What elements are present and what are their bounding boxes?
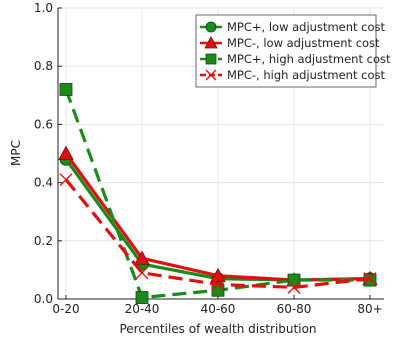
data-point bbox=[59, 83, 73, 96]
data-point bbox=[210, 267, 226, 283]
data-point bbox=[134, 250, 150, 265]
legend-item: MPC+, high adjustment cost bbox=[200, 52, 391, 66]
data-point-stroke bbox=[59, 173, 73, 187]
legend-item: MPC-, high adjustment cost bbox=[200, 68, 385, 82]
data-point-stroke bbox=[211, 277, 225, 291]
legend-label: MPC+, low adjustment cost bbox=[227, 20, 386, 34]
y-tick-label: 0.6 bbox=[34, 117, 53, 131]
y-tick-label: 0.4 bbox=[34, 176, 53, 190]
legend-item: MPC+, low adjustment cost bbox=[200, 20, 386, 34]
y-tick-label: 0.0 bbox=[34, 292, 53, 306]
data-point-stroke bbox=[363, 272, 377, 286]
data-point-stroke bbox=[135, 266, 149, 280]
y-tick-label: 0.8 bbox=[34, 59, 53, 73]
data-point bbox=[58, 145, 74, 160]
data-point bbox=[205, 21, 217, 33]
ticks: 0.0 0.2 0.4 0.6 0.8 1.0 0-20 20-40 40-60 60-80 80+ bbox=[34, 1, 383, 316]
data-point-stroke bbox=[205, 69, 217, 81]
legend-box bbox=[195, 14, 377, 88]
legend-label: MPC-, low adjustment cost bbox=[227, 36, 380, 50]
x-tick-label: 20-40 bbox=[125, 302, 160, 316]
legend-label: MPC-, high adjustment cost bbox=[227, 68, 385, 82]
legend: MPC+, low adjustment cost MPC-, low adjus… bbox=[195, 14, 391, 88]
y-axis-label: MPC bbox=[9, 140, 23, 166]
data-point bbox=[211, 277, 225, 291]
x-axis-label: Percentiles of wealth distribution bbox=[119, 322, 316, 336]
data-point bbox=[287, 273, 301, 287]
x-tick-label: 0-20 bbox=[52, 302, 79, 316]
y-tick-label: 1.0 bbox=[34, 1, 53, 15]
data-point-stroke bbox=[287, 280, 301, 294]
data-point bbox=[363, 272, 377, 286]
data-point bbox=[205, 69, 217, 81]
y-tick-label: 0.2 bbox=[34, 234, 53, 248]
legend-item: MPC-, low adjustment cost bbox=[200, 36, 380, 50]
x-tick-label: 60-80 bbox=[277, 302, 312, 316]
data-point bbox=[135, 291, 149, 304]
series bbox=[58, 83, 378, 304]
series-4 bbox=[59, 173, 377, 294]
axes bbox=[57, 8, 384, 300]
x-tick-label: 40-60 bbox=[201, 302, 236, 316]
data-point bbox=[205, 53, 217, 65]
data-point bbox=[135, 266, 149, 280]
data-point bbox=[59, 173, 73, 187]
data-point bbox=[204, 36, 218, 49]
legend-label: MPC+, high adjustment cost bbox=[227, 52, 391, 66]
x-tick-label: 80+ bbox=[357, 302, 382, 316]
data-point bbox=[287, 280, 301, 294]
